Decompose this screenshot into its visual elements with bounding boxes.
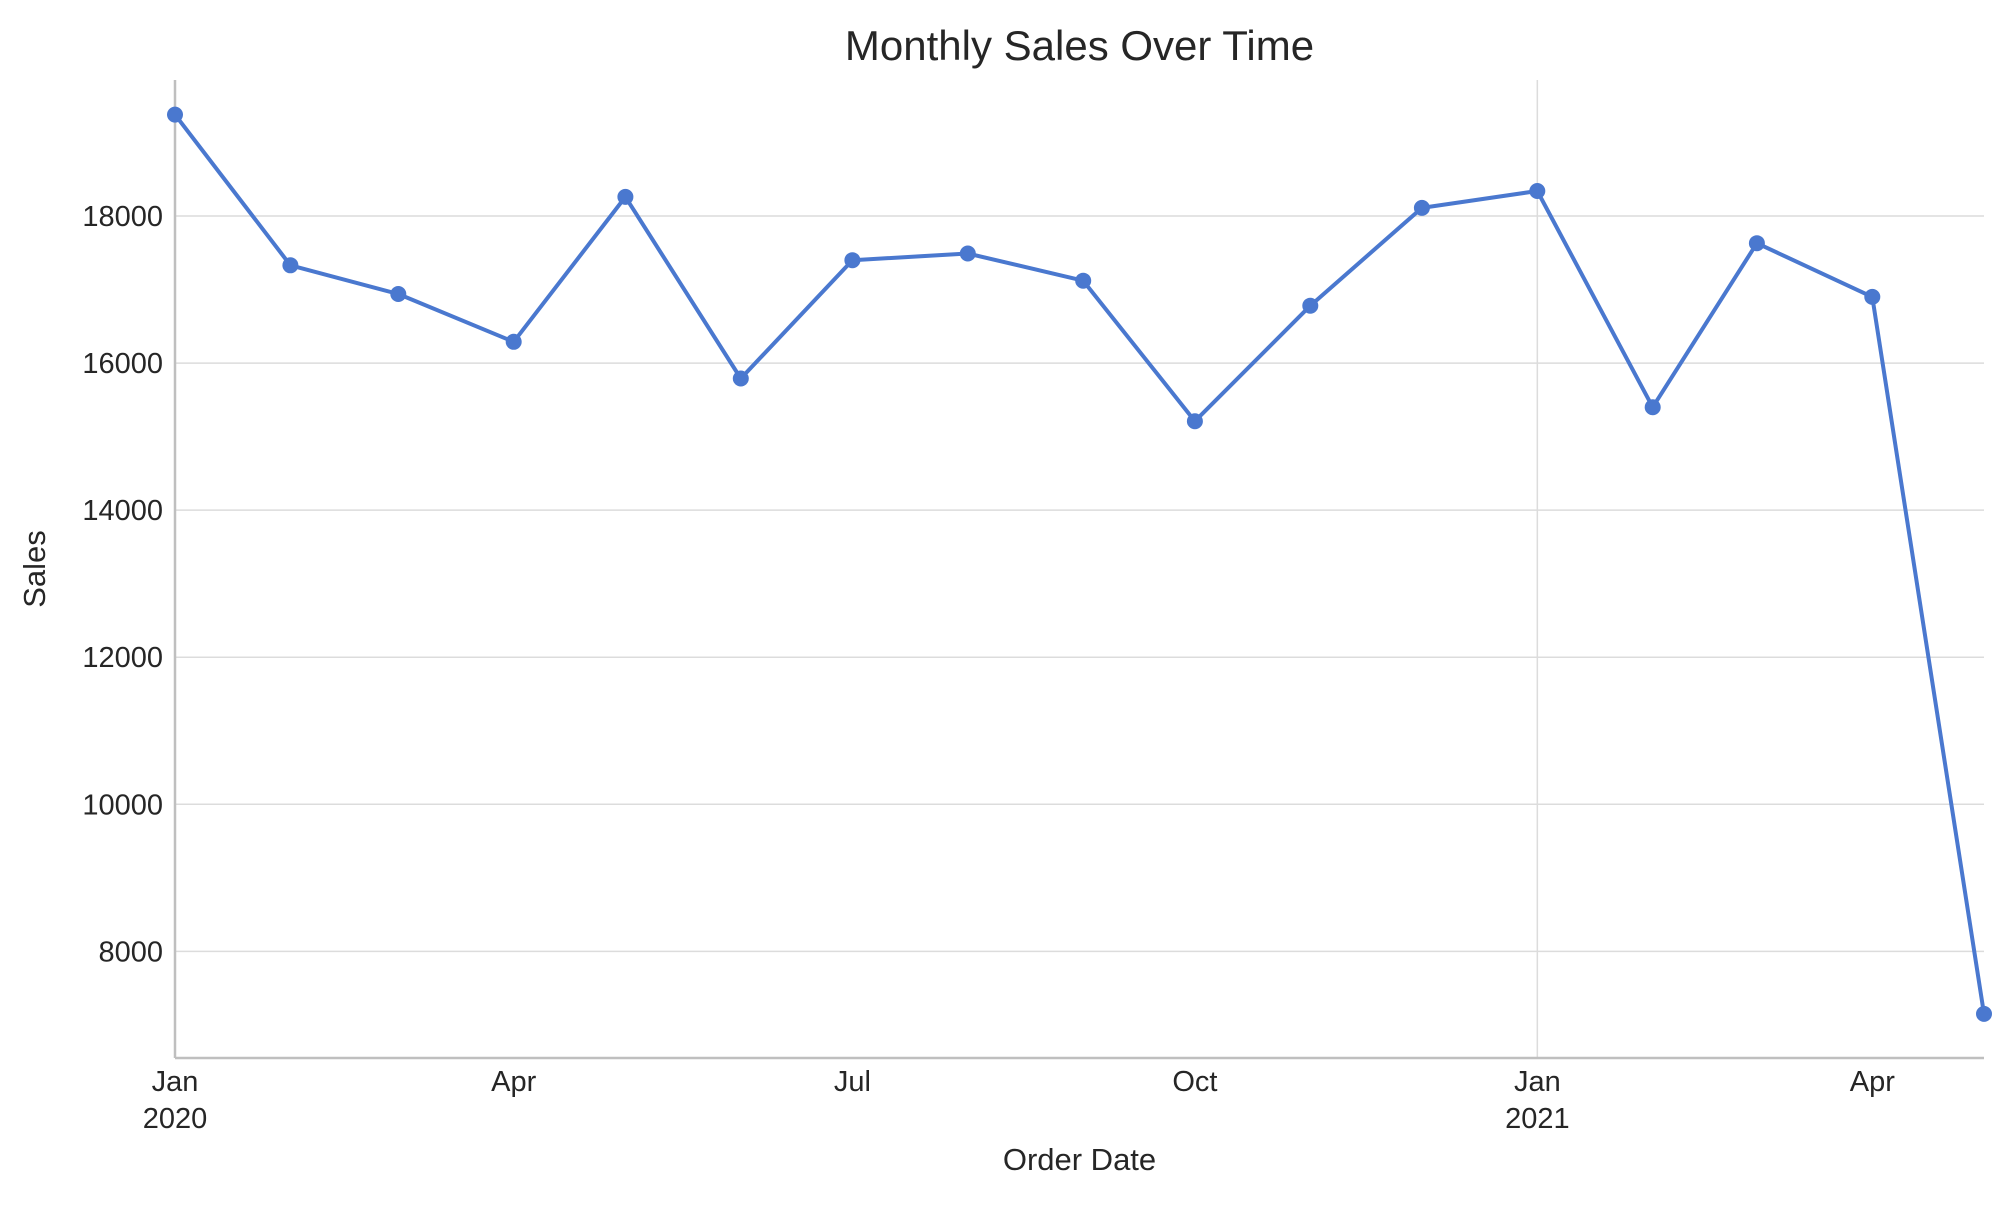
- y-axis-title: Sales: [17, 530, 52, 608]
- y-tick-label: 10000: [82, 789, 163, 821]
- data-point: [844, 252, 861, 269]
- data-point: [1976, 1005, 1992, 1022]
- y-tick-label: 18000: [82, 201, 163, 233]
- tick-labels: 8000 10000 12000 14000 16000 18000 Jan 2020 Apr J…: [82, 201, 1895, 1135]
- data-point: [1075, 272, 1092, 289]
- data-point: [1644, 399, 1661, 416]
- x-tick-label: Jan: [1514, 1066, 1561, 1098]
- series-line: [173, 113, 1986, 1015]
- data-point: [617, 188, 634, 205]
- data-point: [1864, 288, 1881, 305]
- data-point: [732, 370, 749, 387]
- data-point: [505, 333, 522, 350]
- y-tick-label: 14000: [82, 495, 163, 527]
- x-tick-year-label: 2021: [1505, 1103, 1570, 1135]
- data-point: [167, 106, 183, 123]
- series-sales: [167, 106, 1992, 1022]
- x-tick-label: Oct: [1172, 1066, 1217, 1098]
- x-tick-label: Jan: [152, 1066, 199, 1098]
- data-point: [1186, 413, 1203, 430]
- data-point: [1748, 235, 1765, 252]
- data-point: [1529, 183, 1546, 199]
- x-tick-label: Apr: [1850, 1066, 1895, 1098]
- data-point: [282, 257, 299, 274]
- data-point: [959, 245, 976, 262]
- y-tick-label: 12000: [82, 642, 163, 674]
- y-tick-label: 8000: [98, 936, 163, 968]
- data-point: [1302, 297, 1319, 314]
- chart-title: Monthly Sales Over Time: [845, 22, 1314, 69]
- grid-lines: [175, 80, 1984, 1058]
- data-point: [390, 286, 407, 302]
- axes: [173, 80, 1984, 1060]
- x-tick-label: Jul: [834, 1066, 871, 1098]
- x-tick-label: Apr: [491, 1066, 536, 1098]
- x-axis-title: Order Date: [1003, 1142, 1156, 1177]
- y-tick-label: 16000: [82, 348, 163, 380]
- data-point: [1413, 199, 1430, 216]
- x-tick-year-label: 2020: [143, 1103, 208, 1135]
